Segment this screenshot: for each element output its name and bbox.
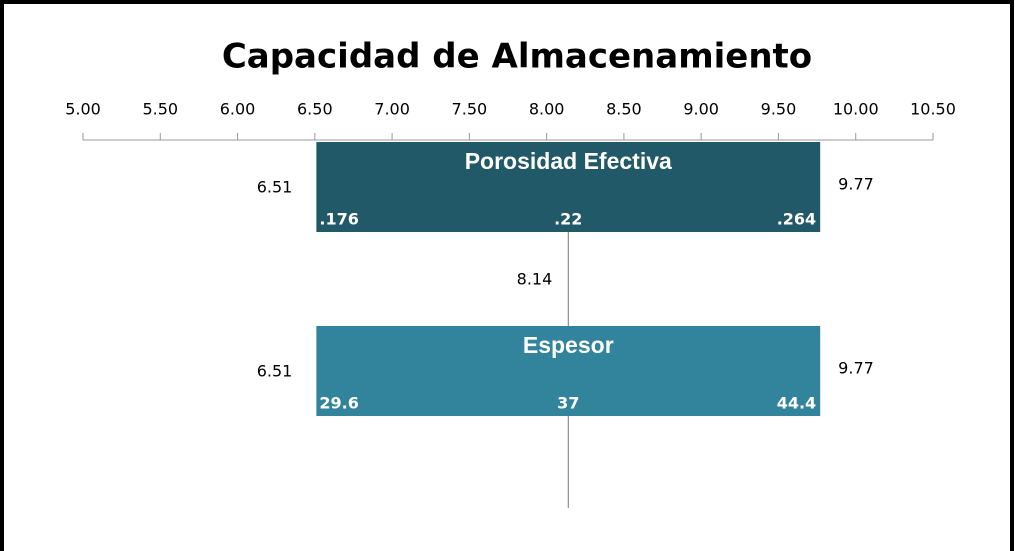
x-tick-label: 7.50 bbox=[452, 100, 488, 119]
low-label: 6.51 bbox=[257, 178, 293, 197]
x-tick-label: 6.50 bbox=[297, 100, 333, 119]
x-tick-label: 10.00 bbox=[833, 100, 879, 119]
x-tick-label: 5.50 bbox=[142, 100, 178, 119]
input-label: .264 bbox=[777, 210, 816, 229]
x-tick-label: 5.00 bbox=[65, 100, 101, 119]
bar-label: Porosidad Efectiva bbox=[465, 148, 672, 174]
x-tick-label: 9.00 bbox=[683, 100, 719, 119]
x-tick-label: 6.00 bbox=[220, 100, 256, 119]
x-tick-label: 7.00 bbox=[374, 100, 410, 119]
chart-title: Capacidad de Almacenamiento bbox=[222, 37, 812, 77]
input-label: .22 bbox=[554, 210, 582, 229]
x-tick-label: 10.50 bbox=[910, 100, 956, 119]
x-tick-label: 8.50 bbox=[606, 100, 642, 119]
input-label: .176 bbox=[319, 210, 358, 229]
high-label: 9.77 bbox=[838, 359, 874, 378]
input-label: 29.6 bbox=[319, 394, 358, 413]
bar bbox=[316, 142, 821, 232]
input-label: 44.4 bbox=[777, 394, 816, 413]
x-tick-label: 8.00 bbox=[529, 100, 565, 119]
high-label: 9.77 bbox=[838, 175, 874, 194]
x-tick-label: 9.50 bbox=[761, 100, 797, 119]
low-label: 6.51 bbox=[257, 362, 293, 381]
base-label: 8.14 bbox=[517, 270, 553, 289]
input-label: 37 bbox=[557, 394, 579, 413]
bar bbox=[316, 326, 821, 416]
bar-label: Espesor bbox=[523, 332, 614, 358]
